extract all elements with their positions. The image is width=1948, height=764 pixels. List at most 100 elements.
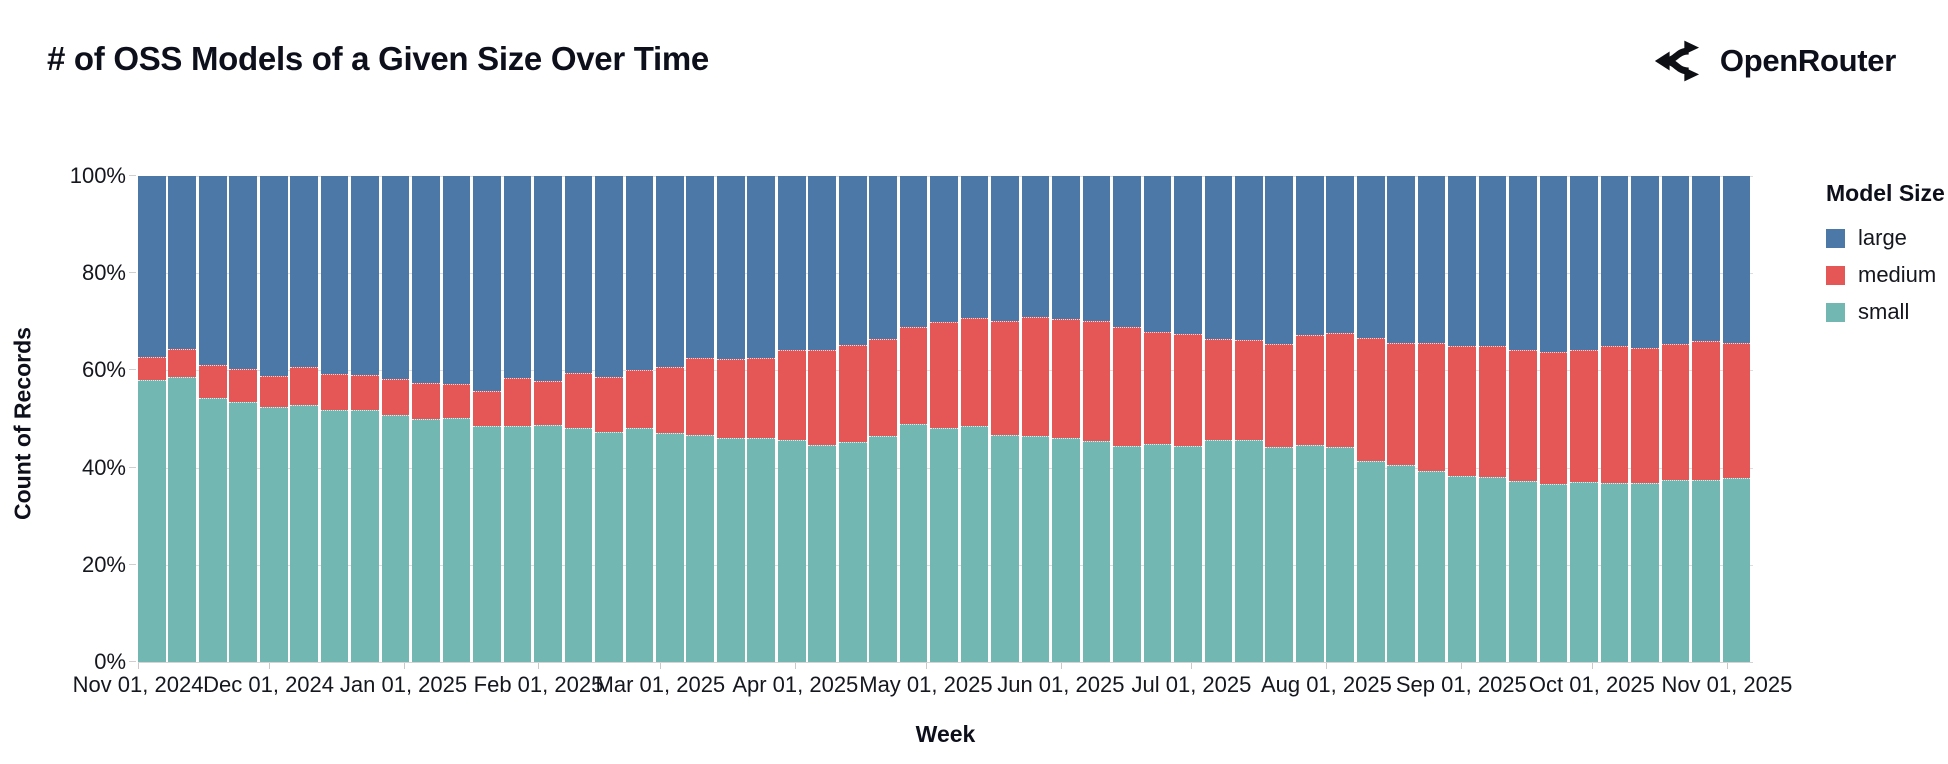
bar-week-2024-11-29 xyxy=(259,176,288,662)
segment-medium xyxy=(1570,349,1598,482)
segment-small xyxy=(1509,481,1537,662)
segment-large xyxy=(930,176,958,322)
segment-small xyxy=(1052,437,1080,662)
segment-medium xyxy=(412,383,440,419)
bar-week-2025-08-29 xyxy=(1448,176,1476,662)
segment-medium xyxy=(564,373,593,429)
bar-week-2025-08-08 xyxy=(1356,176,1385,662)
bar-week-2025-01-24 xyxy=(503,176,532,662)
segment-medium xyxy=(503,378,532,427)
segment-small xyxy=(1600,482,1629,662)
y-tick xyxy=(129,272,136,274)
legend-item-small: small xyxy=(1826,299,1945,325)
segment-medium xyxy=(442,384,471,419)
segment-large xyxy=(899,176,928,327)
segment-small xyxy=(1082,441,1111,662)
segment-large xyxy=(1234,176,1263,340)
bar-week-2024-12-20 xyxy=(351,176,379,662)
segment-large xyxy=(838,176,867,346)
bar-week-2025-02-14 xyxy=(595,176,623,662)
segment-small xyxy=(229,401,258,662)
segment-medium xyxy=(1082,320,1111,442)
segment-large xyxy=(808,176,837,350)
bar-week-2024-12-27 xyxy=(381,176,410,662)
bar-week-2025-06-06 xyxy=(1082,176,1111,662)
legend-swatch-medium xyxy=(1826,265,1845,285)
segment-medium xyxy=(1174,334,1202,447)
segment-large xyxy=(1600,176,1629,346)
bar-week-2025-09-19 xyxy=(1539,176,1568,662)
legend-swatch-large xyxy=(1826,228,1845,248)
bar-week-2025-09-05 xyxy=(1478,176,1507,662)
segment-medium xyxy=(960,317,989,427)
x-tick xyxy=(1726,663,1728,669)
x-tick-label: Jan 01, 2025 xyxy=(339,672,468,697)
segment-large xyxy=(564,176,593,374)
y-axis-title: Count of Records xyxy=(9,327,36,520)
bar-week-2025-04-11 xyxy=(838,176,867,662)
segment-small xyxy=(1204,440,1233,662)
x-tick xyxy=(403,663,405,669)
bar-week-2025-01-31 xyxy=(534,176,562,662)
x-tick-label: Oct 01, 2025 xyxy=(1528,672,1655,697)
segment-small xyxy=(1174,446,1202,662)
segment-large xyxy=(869,176,897,340)
y-tick-label: 0% xyxy=(94,649,126,674)
segment-large xyxy=(168,176,197,350)
segment-medium xyxy=(1356,337,1385,462)
x-tick xyxy=(538,663,540,669)
bar-week-2025-08-01 xyxy=(1326,176,1355,662)
segment-medium xyxy=(320,374,349,411)
x-tick-label: Sep 01, 2025 xyxy=(1395,672,1527,697)
x-tick xyxy=(660,663,662,669)
x-tick xyxy=(1191,663,1193,669)
segment-small xyxy=(290,404,318,662)
x-tick-label: Feb 01, 2025 xyxy=(473,672,604,697)
segment-large xyxy=(1295,176,1324,335)
segment-large xyxy=(1539,176,1568,353)
segment-medium xyxy=(290,366,318,405)
segment-large xyxy=(716,176,745,360)
bar-week-2024-11-15 xyxy=(198,176,227,662)
segment-large xyxy=(991,176,1019,321)
y-tick-label: 100% xyxy=(69,163,126,188)
segment-small xyxy=(1234,439,1263,662)
x-tick-label: Apr 01, 2025 xyxy=(732,672,859,697)
segment-large xyxy=(1631,176,1659,349)
segment-small xyxy=(503,426,532,662)
bar-week-2025-03-21 xyxy=(747,176,776,662)
segment-small xyxy=(1417,471,1446,662)
bar-week-2025-03-28 xyxy=(777,176,806,662)
bar-week-2025-06-27 xyxy=(1174,176,1202,662)
legend-label: small xyxy=(1858,299,1910,324)
x-tick-label: Nov 01, 2025 xyxy=(1661,672,1793,697)
segment-large xyxy=(1692,176,1720,341)
legend: Model Size large medium small xyxy=(1826,180,1945,336)
segment-medium xyxy=(838,345,867,443)
segment-small xyxy=(259,407,288,662)
bar-week-2025-07-11 xyxy=(1234,176,1263,662)
segment-large xyxy=(1082,176,1111,321)
segment-small xyxy=(473,426,501,662)
segment-medium xyxy=(1265,344,1294,448)
legend-swatch-small xyxy=(1826,302,1845,322)
x-tick xyxy=(268,663,270,669)
bar-week-2025-01-17 xyxy=(473,176,501,662)
x-axis-line xyxy=(138,662,1753,663)
bar-week-2025-10-31 xyxy=(1722,176,1751,662)
segment-medium xyxy=(808,349,837,445)
segment-medium xyxy=(1113,327,1141,446)
x-tick xyxy=(1591,663,1593,669)
segment-small xyxy=(1722,477,1751,662)
segment-small xyxy=(534,424,562,662)
segment-small xyxy=(138,379,166,662)
segment-small xyxy=(1448,476,1476,662)
segment-small xyxy=(1692,479,1720,662)
x-tick xyxy=(925,663,927,669)
segment-large xyxy=(1448,176,1476,346)
segment-small xyxy=(1113,445,1141,662)
segment-medium xyxy=(381,379,410,415)
segment-large xyxy=(1021,176,1050,317)
segment-large xyxy=(229,176,258,369)
segment-medium xyxy=(625,369,654,429)
